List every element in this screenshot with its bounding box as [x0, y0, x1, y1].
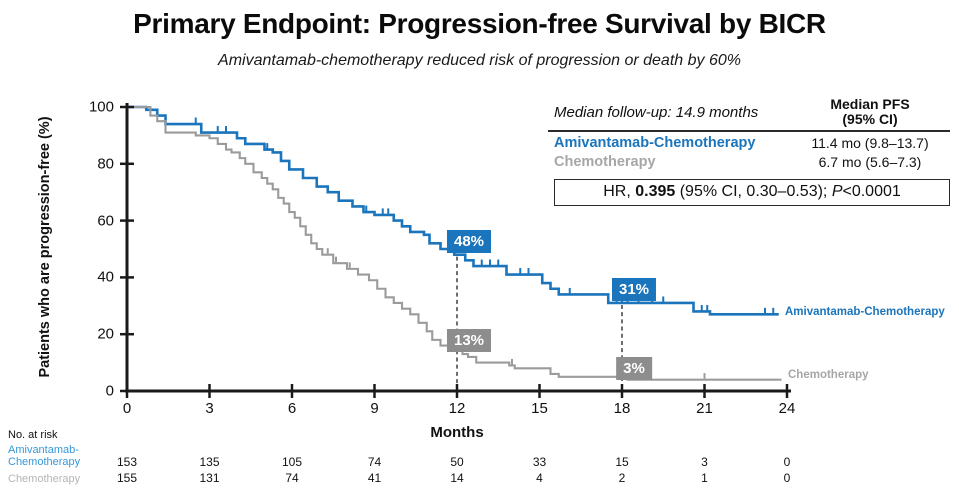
- subtitle: Amivantamab-chemotherapy reduced risk of…: [218, 52, 741, 69]
- risk-count: 131: [199, 471, 220, 485]
- median-pfs-line2: (95% CI): [842, 111, 898, 127]
- x-tick-label-24: 24: [778, 400, 796, 417]
- hr-p-value: <0.0001: [842, 183, 901, 200]
- annotation-31pct: 31%: [611, 277, 657, 301]
- km-curve-chemotherapy: [127, 105, 782, 381]
- x-tick-label-0: 0: [122, 400, 132, 417]
- y-tick-label-100: 100: [88, 98, 114, 116]
- risk-row-chemotherapy: 155 131 74 41 14 4 2 1 0: [0, 471, 959, 485]
- median-pfs-header: Median PFS (95% CI): [790, 97, 950, 127]
- x-tick-label-15: 15: [531, 400, 548, 417]
- y-tick-label-0: 0: [105, 382, 114, 400]
- series-name-amivantamab: Amivantamab-Chemotherapy: [554, 135, 756, 151]
- hr-p-symbol: P: [831, 183, 843, 200]
- hr-prefix: HR,: [603, 183, 636, 200]
- risk-label-amivantamab-line1: Amivantamab-: [8, 444, 79, 456]
- median-pfs-line1: Median PFS: [830, 96, 910, 112]
- series-name-chemotherapy: Chemotherapy: [554, 154, 656, 170]
- annotation-13pct: 13%: [446, 329, 492, 353]
- stats-row-amivantamab: Amivantamab-Chemotherapy 11.4 mo (9.8–13…: [548, 135, 950, 151]
- risk-count: 15: [615, 455, 629, 469]
- x-tick-label-12: 12: [448, 400, 466, 417]
- median-pfs-amivantamab: 11.4 mo (9.8–13.7): [811, 135, 929, 151]
- risk-label-chemotherapy: Chemotherapy: [8, 473, 81, 485]
- hr-value: 0.395: [635, 183, 676, 200]
- risk-count: 155: [116, 471, 138, 485]
- risk-count: 3: [701, 455, 708, 469]
- risk-count: 74: [285, 471, 299, 485]
- hazard-ratio-box: HR, 0.395 (95% CI, 0.30–0.53); P<0.0001: [554, 179, 950, 206]
- risk-label-amivantamab-line2: Chemotherapy: [8, 456, 81, 468]
- y-tick-label-20: 20: [97, 325, 114, 343]
- hr-ci: (95% CI, 0.30–0.53);: [675, 183, 832, 200]
- risk-count: 105: [281, 455, 303, 469]
- risk-count: 135: [199, 455, 220, 469]
- stats-header: Median follow-up: 14.9 months Median PFS…: [548, 97, 950, 132]
- stats-row-chemotherapy: Chemotherapy 6.7 mo (5.6–7.3): [548, 154, 950, 170]
- y-tick-label-80: 80: [97, 155, 114, 173]
- annotation-3pct: 3%: [616, 357, 652, 381]
- y-tick-label-60: 60: [97, 212, 114, 230]
- risk-count: 4: [536, 471, 543, 485]
- y-axis-label: Patients who are progression-free (%): [37, 116, 53, 378]
- stats-panel: Median follow-up: 14.9 months Median PFS…: [548, 97, 950, 206]
- curve-label-amivantamab: Amivantamab-Chemotherapy: [785, 306, 945, 318]
- x-tick-label-21: 21: [696, 400, 713, 417]
- x-tick-label-3: 3: [205, 400, 214, 417]
- x-axis-label: Months: [430, 424, 484, 441]
- x-tick-label-6: 6: [287, 400, 297, 417]
- risk-count: 0: [783, 455, 791, 469]
- risk-count: 1: [701, 471, 708, 485]
- median-pfs-chemotherapy: 6.7 mo (5.6–7.3): [818, 154, 922, 170]
- x-tick-label-18: 18: [613, 400, 631, 417]
- risk-count: 74: [367, 455, 382, 469]
- km-curve-amivantamab: [127, 105, 779, 316]
- curve-label-chemotherapy: Chemotherapy: [788, 369, 869, 381]
- risk-count: 50: [450, 455, 464, 469]
- y-tick-label-40: 40: [97, 268, 114, 286]
- risk-count: 14: [450, 471, 464, 485]
- median-followup: Median follow-up: 14.9 months: [554, 103, 759, 121]
- risk-count: 2: [618, 471, 626, 485]
- annotation-48pct: 48%: [446, 229, 492, 253]
- risk-row-amivantamab: 153 135 105 74 50 33 15 3 0: [0, 455, 959, 469]
- risk-count: 153: [116, 455, 138, 469]
- risk-count: 0: [783, 471, 791, 485]
- risk-count: 33: [532, 455, 547, 469]
- risk-table-heading: No. at risk: [8, 429, 58, 441]
- page-title: Primary Endpoint: Progression-free Survi…: [133, 8, 826, 39]
- risk-count: 41: [367, 471, 382, 485]
- x-tick-label-9: 9: [370, 400, 379, 417]
